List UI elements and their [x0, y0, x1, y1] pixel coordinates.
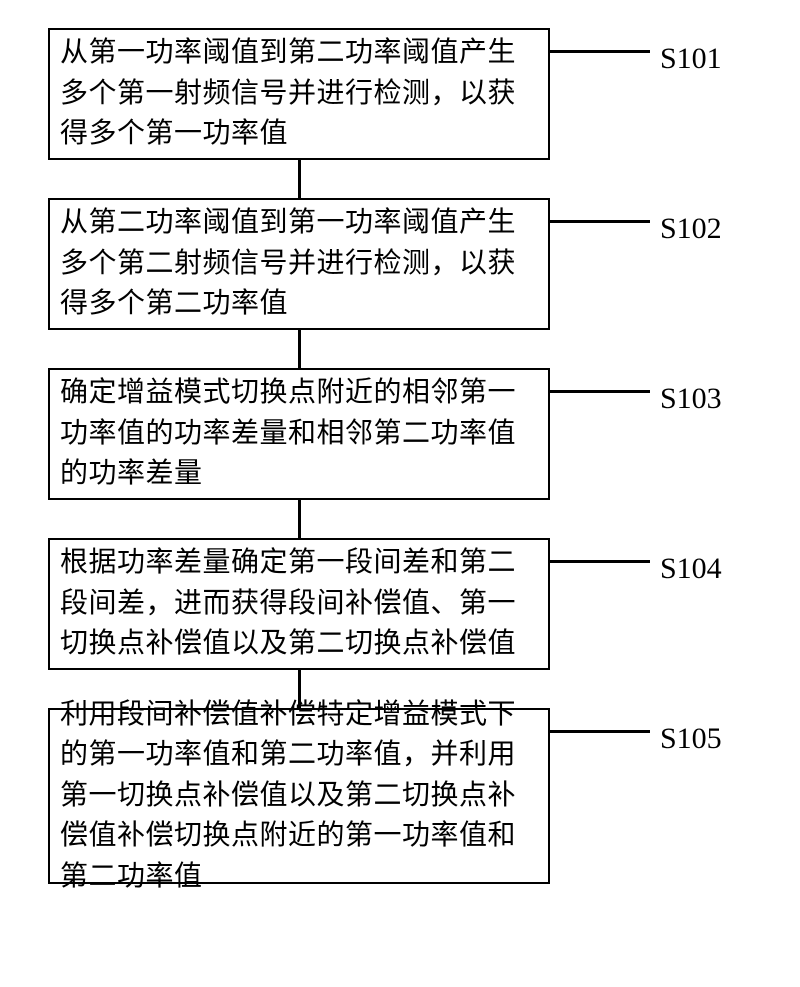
leader-line [550, 50, 650, 53]
step-text: 从第一功率阈值到第二功率阈值产生多个第一射频信号并进行检测，以获得多个第一功率值 [60, 33, 538, 155]
step-box-s105: 利用段间补偿值补偿特定增益模式下的第一功率值和第二功率值，并利用第一切换点补偿值… [48, 708, 550, 884]
leader-line [550, 220, 650, 223]
step-text: 从第二功率阈值到第一功率阈值产生多个第二射频信号并进行检测，以获得多个第二功率值 [60, 203, 538, 325]
connector [298, 160, 301, 198]
connector [298, 330, 301, 368]
step-label-s103: S103 [660, 382, 722, 416]
step-text: 根据功率差量确定第一段间差和第二段间差，进而获得段间补偿值、第一切换点补偿值以及… [60, 543, 538, 665]
leader-line [550, 560, 650, 563]
step-label-s102: S102 [660, 212, 722, 246]
step-box-s104: 根据功率差量确定第一段间差和第二段间差，进而获得段间补偿值、第一切换点补偿值以及… [48, 538, 550, 670]
step-label-s104: S104 [660, 552, 722, 586]
step-box-s101: 从第一功率阈值到第二功率阈值产生多个第一射频信号并进行检测，以获得多个第一功率值 [48, 28, 550, 160]
step-text: 确定增益模式切换点附近的相邻第一功率值的功率差量和相邻第二功率值的功率差量 [60, 373, 538, 495]
leader-line [550, 730, 650, 733]
step-text: 利用段间补偿值补偿特定增益模式下的第一功率值和第二功率值，并利用第一切换点补偿值… [60, 695, 538, 898]
step-box-s103: 确定增益模式切换点附近的相邻第一功率值的功率差量和相邻第二功率值的功率差量 [48, 368, 550, 500]
leader-line [550, 390, 650, 393]
step-label-s105: S105 [660, 722, 722, 756]
connector [298, 500, 301, 538]
step-box-s102: 从第二功率阈值到第一功率阈值产生多个第二射频信号并进行检测，以获得多个第二功率值 [48, 198, 550, 330]
flowchart-canvas: 从第一功率阈值到第二功率阈值产生多个第一射频信号并进行检测，以获得多个第一功率值… [0, 0, 800, 987]
step-label-s101: S101 [660, 42, 722, 76]
